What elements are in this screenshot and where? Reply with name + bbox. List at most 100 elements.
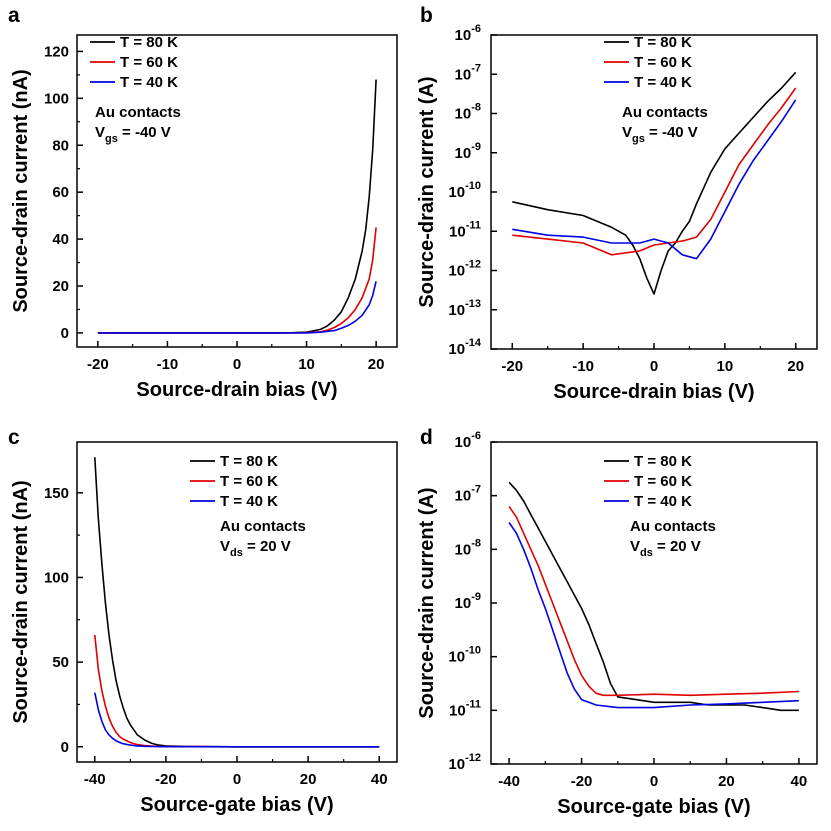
y-axis-label: Source-drain current (nA): [10, 480, 32, 723]
annotation-rest: = -40 V: [118, 124, 171, 141]
panel-a: a -20 -10 0 10 20 0 20 40 60 80 100 120 Source-drain …: [8, 4, 398, 401]
y-tick-base: 10: [448, 649, 465, 666]
annotation-voltage: Vgs = -40 V: [622, 124, 698, 145]
y-tick-base: 10: [455, 145, 472, 162]
x-tick-label: 20: [300, 771, 317, 788]
y-tick-label: 0: [61, 325, 69, 342]
y-axis-label: Source-drain current (A): [416, 76, 438, 307]
x-axis-label: Source-drain bias (V): [136, 379, 337, 401]
y-tick-base: 10: [449, 702, 466, 719]
annotation-var: V: [630, 538, 640, 555]
x-tick-label: -20: [87, 356, 109, 373]
x-tick-label: 0: [650, 773, 658, 790]
y-tick-label: 80: [52, 137, 69, 154]
y-tick-label: 10-13: [448, 298, 481, 319]
x-tick-label: -40: [498, 773, 520, 790]
x-tick-label: -20: [571, 773, 593, 790]
y-tick-exponent: -10: [465, 180, 481, 192]
y-tick-base: 10: [455, 434, 472, 451]
y-tick-exponent: -6: [471, 430, 481, 442]
y-tick-exponent: -14: [465, 337, 482, 349]
legend: T = 80 K T = 60 K T = 40 K: [604, 34, 692, 91]
y-tick-label: 10-11: [449, 698, 481, 719]
x-tick-label: -40: [84, 771, 106, 788]
x-tick-label: 40: [791, 773, 808, 790]
y-tick-label: 10-7: [455, 62, 481, 83]
legend-label: T = 60 K: [120, 54, 178, 71]
annotation-contacts: Au contacts: [95, 104, 181, 121]
annotation-rest: = 20 V: [243, 538, 291, 555]
y-tick-exponent: -10: [465, 645, 481, 657]
y-axis-label: Source-drain current (nA): [10, 69, 32, 312]
annotation-sub: gs: [105, 133, 118, 145]
x-tick-label: -10: [157, 356, 179, 373]
y-tick-label: 20: [52, 278, 69, 295]
y-tick-label: 100: [44, 569, 69, 586]
series-line-t-80-k: [508, 481, 799, 712]
y-tick-base: 10: [448, 302, 465, 319]
y-tick-exponent: -7: [471, 62, 481, 74]
y-tick-label: 10-8: [455, 102, 481, 123]
series-group: [94, 457, 380, 748]
y-tick-label: 10-9: [455, 591, 481, 612]
plot-frame: [490, 441, 818, 765]
annotation-voltage: Vgs = -40 V: [95, 124, 171, 145]
y-tick-base: 10: [455, 27, 472, 44]
annotation-rest: = -40 V: [645, 124, 698, 141]
x-tick-label: 20: [718, 773, 735, 790]
y-tick-label: 150: [44, 485, 69, 502]
x-tick-label: -20: [155, 771, 177, 788]
y-tick-label: 10-7: [455, 484, 481, 505]
legend: T = 80 K T = 60 K T = 40 K: [190, 453, 278, 510]
x-tick-label: 0: [650, 358, 658, 375]
x-tick-label: 40: [371, 771, 388, 788]
legend: T = 80 K T = 60 K T = 40 K: [90, 34, 178, 91]
y-tick-base: 10: [455, 595, 472, 612]
y-tick-label: 50: [52, 654, 69, 671]
legend: T = 80 K T = 60 K T = 40 K: [604, 453, 692, 510]
panel-letter: a: [8, 4, 20, 27]
x-axis-label: Source-gate bias (V): [140, 794, 333, 816]
y-tick-label: 100: [44, 90, 69, 107]
y-tick-exponent: -12: [465, 259, 481, 271]
y-tick-label: 10-9: [455, 141, 481, 162]
x-axis-label: Source-gate bias (V): [557, 796, 750, 818]
y-tick-label: 60: [52, 184, 69, 201]
series-group: [97, 79, 377, 334]
legend-label: T = 80 K: [634, 453, 692, 470]
panel-letter: d: [420, 426, 433, 449]
series-line-t-60-k: [512, 87, 797, 256]
y-tick-base: 10: [448, 184, 465, 201]
legend-label: T = 80 K: [120, 34, 178, 51]
panel-d: d-40 -20 0 20 4010-1210-1110-1010-910-810-71…: [416, 426, 818, 818]
panel-letter: c: [8, 426, 20, 449]
x-axis-label: Source-drain bias (V): [553, 381, 754, 403]
x-tick-label: 0: [233, 356, 241, 373]
annotation-var: V: [622, 124, 632, 141]
legend-label: T = 40 K: [634, 74, 692, 91]
annotation-voltage: Vds = 20 V: [220, 538, 291, 559]
annotation-contacts: Au contacts: [220, 518, 306, 535]
annotation-sub: gs: [632, 133, 645, 145]
annotation-contacts: Au contacts: [630, 518, 716, 535]
y-tick-label: 10-6: [455, 430, 481, 451]
y-tick-label: 120: [44, 43, 69, 60]
series-line-t-60-k: [94, 634, 380, 748]
y-tick-label: 10-10: [448, 645, 481, 666]
y-tick-base: 10: [455, 66, 472, 83]
series-line-t-60-k: [508, 505, 799, 697]
x-tick-label: 10: [717, 358, 734, 375]
annotation-sub: ds: [640, 547, 653, 559]
annotation-rest: = 20 V: [653, 538, 701, 555]
panel-b: b-20 -10 0 10 2010-1410-1310-1210-1110-1010-…: [416, 4, 818, 403]
y-tick-base: 10: [455, 541, 472, 558]
y-tick-label: 10-14: [448, 337, 481, 358]
y-tick-label: 10-12: [448, 259, 481, 280]
y-tick-label: 0: [61, 739, 69, 756]
y-tick-base: 10: [448, 263, 465, 280]
series-line-t-40-k: [512, 99, 797, 260]
annotation-var: V: [220, 538, 230, 555]
annotation-sub: ds: [230, 547, 243, 559]
series-group: [508, 481, 799, 712]
